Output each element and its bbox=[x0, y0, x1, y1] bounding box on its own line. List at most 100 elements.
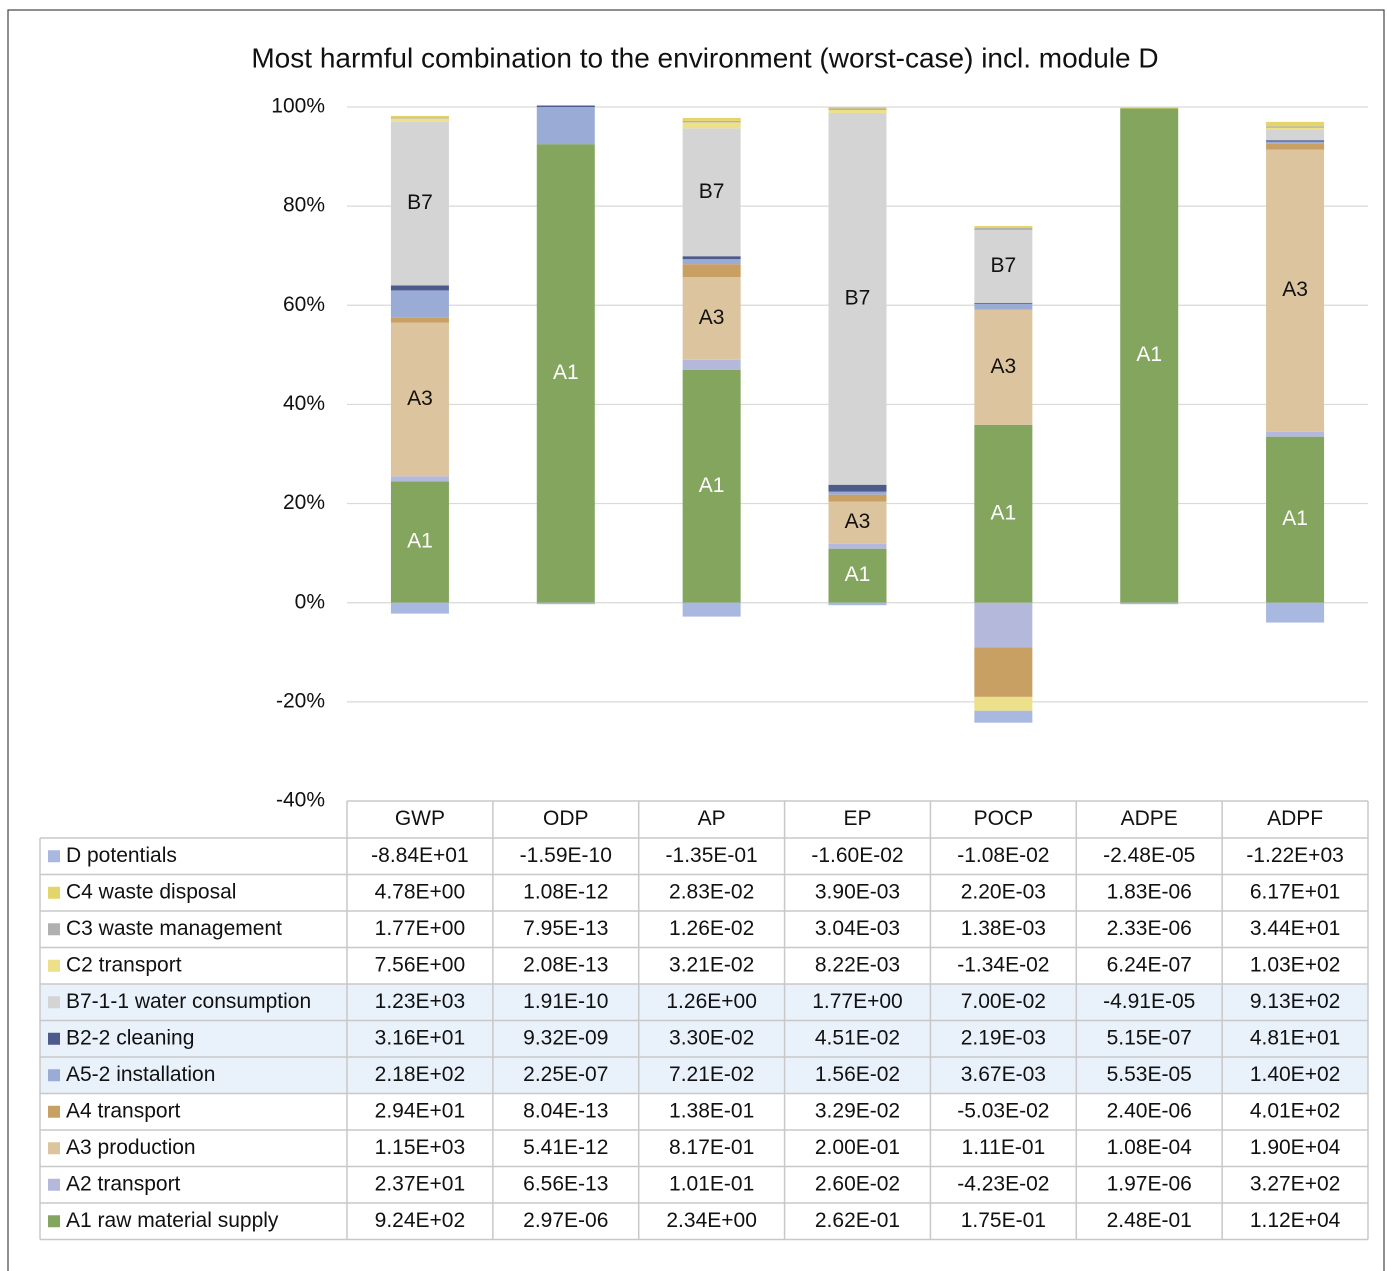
legend-swatch bbox=[48, 850, 60, 863]
legend-label: D potentials bbox=[66, 844, 177, 867]
table-cell: 2.25E-07 bbox=[523, 1063, 608, 1086]
bar-segment bbox=[828, 494, 887, 502]
table-cell: 1.26E+00 bbox=[666, 990, 757, 1013]
table-cell: -4.23E-02 bbox=[957, 1172, 1049, 1195]
table-cell: 2.34E+00 bbox=[666, 1209, 757, 1232]
bar-segment bbox=[1266, 431, 1325, 437]
legend-label: B7-1-1 water consumption bbox=[66, 990, 311, 1013]
table-cell: 3.04E-03 bbox=[815, 917, 900, 940]
table-cell: 1.08E-04 bbox=[1107, 1136, 1193, 1159]
y-tick-label: 100% bbox=[271, 95, 325, 118]
bar-segment bbox=[828, 491, 887, 495]
bar-segment bbox=[390, 290, 449, 318]
bar-segment bbox=[974, 424, 1033, 603]
table-cell: 5.53E-05 bbox=[1107, 1063, 1192, 1086]
table-cell: 1.77E+00 bbox=[375, 917, 466, 940]
y-tick-label: 80% bbox=[283, 194, 325, 217]
y-tick-label: 20% bbox=[283, 491, 325, 514]
table-cell: 1.75E-01 bbox=[961, 1209, 1046, 1232]
legend-label: B2-2 cleaning bbox=[66, 1026, 194, 1049]
bar-segment bbox=[682, 359, 741, 370]
bar-segment bbox=[828, 112, 887, 485]
table-cell: -5.03E-02 bbox=[957, 1099, 1049, 1122]
legend-label: C3 waste management bbox=[66, 917, 282, 940]
x-tick-label: ADPF bbox=[1267, 807, 1323, 830]
bar-segment bbox=[974, 302, 1033, 304]
table-cell: 4.78E+00 bbox=[375, 880, 466, 903]
table-cell: -8.84E+01 bbox=[371, 844, 469, 867]
bar-segment bbox=[536, 602, 595, 605]
legend-swatch bbox=[48, 1069, 60, 1082]
table-cell: 3.44E+01 bbox=[1250, 917, 1341, 940]
table-cell: -1.08E-02 bbox=[957, 844, 1049, 867]
y-tick-label: -40% bbox=[276, 789, 325, 812]
bar-segment bbox=[682, 256, 741, 260]
bar-segment bbox=[1266, 143, 1325, 150]
segment-label: A1 bbox=[991, 501, 1017, 524]
table-cell: -1.59E-10 bbox=[520, 844, 612, 867]
table-cell: 2.94E+01 bbox=[375, 1099, 466, 1122]
table-cell: 1.77E+00 bbox=[812, 990, 903, 1013]
table-cell: 2.08E-13 bbox=[523, 953, 608, 976]
y-tick-label: 60% bbox=[283, 293, 325, 316]
bar-segment bbox=[828, 108, 887, 110]
table-cell: 2.37E+01 bbox=[375, 1172, 466, 1195]
row-highlight bbox=[40, 1057, 1368, 1094]
segment-label: A1 bbox=[1282, 507, 1308, 530]
table-cell: 1.90E+04 bbox=[1250, 1136, 1341, 1159]
table-cell: 1.12E+04 bbox=[1250, 1209, 1341, 1232]
table-cell: 5.15E-07 bbox=[1107, 1026, 1192, 1049]
bar-segment bbox=[974, 229, 1033, 303]
legend-label: C4 waste disposal bbox=[66, 880, 236, 903]
table-cell: 8.17E-01 bbox=[669, 1136, 754, 1159]
segment-label: A3 bbox=[699, 306, 725, 329]
bar-segment bbox=[828, 602, 887, 606]
table-cell: 7.00E-02 bbox=[961, 990, 1046, 1013]
table-cell: 1.40E+02 bbox=[1250, 1063, 1341, 1086]
legend-label: C2 transport bbox=[66, 953, 182, 976]
bar-segment bbox=[682, 369, 741, 603]
x-tick-label: AP bbox=[698, 807, 726, 830]
segment-label: A3 bbox=[1282, 278, 1308, 301]
table-cell: 6.24E-07 bbox=[1107, 953, 1192, 976]
table-cell: 1.08E-12 bbox=[523, 880, 608, 903]
bar-segment bbox=[1266, 129, 1325, 141]
table-cell: 9.24E+02 bbox=[375, 1209, 466, 1232]
y-tick-label: 0% bbox=[295, 590, 325, 613]
legend-swatch bbox=[48, 1105, 60, 1118]
table-cell: 1.26E-02 bbox=[669, 917, 754, 940]
bar-segment bbox=[974, 225, 1033, 228]
bar-segment bbox=[828, 107, 887, 109]
segment-label: B7 bbox=[845, 286, 871, 309]
table-cell: 7.56E+00 bbox=[375, 953, 466, 976]
segment-label: A1 bbox=[407, 530, 433, 553]
legend-swatch bbox=[48, 1178, 60, 1191]
segment-label: B7 bbox=[699, 180, 725, 203]
bar-segment bbox=[390, 285, 449, 291]
table-cell: 7.95E-13 bbox=[523, 917, 608, 940]
segment-label: A1 bbox=[553, 361, 579, 384]
table-cell: 7.21E-02 bbox=[669, 1063, 754, 1086]
bar-segment bbox=[390, 322, 449, 477]
legend-swatch bbox=[48, 1142, 60, 1155]
table-cell: 2.40E-06 bbox=[1107, 1099, 1192, 1122]
table-cell: 1.11E-01 bbox=[962, 1136, 1046, 1159]
x-tick-label: ADPE bbox=[1121, 807, 1178, 830]
table-cell: 2.48E-01 bbox=[1107, 1209, 1192, 1232]
y-tick-label: -20% bbox=[276, 689, 325, 712]
table-cell: 2.83E-02 bbox=[669, 880, 754, 903]
bar-segment bbox=[390, 317, 449, 323]
segment-label: A1 bbox=[699, 474, 725, 497]
x-tick-label: ODP bbox=[543, 807, 589, 830]
table-cell: 6.56E-13 bbox=[523, 1172, 608, 1195]
table-cell: 3.67E-03 bbox=[961, 1063, 1046, 1086]
bar-segment bbox=[536, 107, 595, 145]
bar-segment bbox=[1120, 107, 1179, 109]
bar-segment bbox=[390, 118, 449, 122]
bar-segment bbox=[1120, 108, 1179, 603]
table-cell: 8.22E-03 bbox=[815, 953, 900, 976]
bar-segment bbox=[682, 264, 741, 278]
legend-label: A4 transport bbox=[66, 1099, 181, 1122]
table-cell: 2.18E+02 bbox=[375, 1063, 466, 1086]
bar-segment bbox=[536, 105, 595, 107]
